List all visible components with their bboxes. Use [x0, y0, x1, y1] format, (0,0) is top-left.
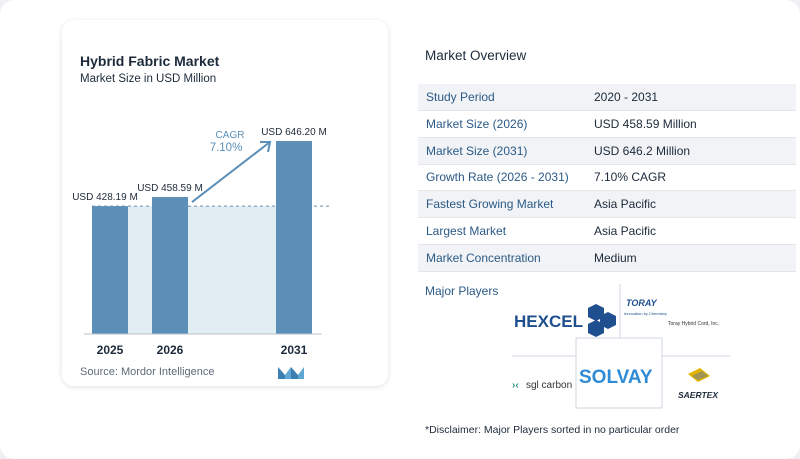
overview-row-label: Market Size (2026) [426, 116, 528, 131]
toray-tagline: Innovation by Chemistry [624, 311, 667, 316]
major-players-title: Major Players [425, 284, 499, 298]
hexcel-text: HEXCEL [514, 312, 583, 331]
cagr-value: 7.10% [210, 142, 243, 154]
toray-logo: TORAY Innovation by Chemistry [624, 298, 667, 316]
overview-row: Study Period 2020 - 2031 [418, 84, 796, 111]
overview-row-label: Study Period [426, 90, 495, 104]
tick-label-2031: 2031 [281, 343, 308, 357]
major-players-logos: HEXCEL TORAY Innovation by Chemistry Tor… [512, 284, 730, 409]
sgl-carbon-text: sgl carbon [526, 380, 572, 391]
bar-2025 [92, 206, 128, 334]
toray-text: TORAY [626, 298, 658, 308]
overview-row: Largest Market Asia Pacific [418, 218, 796, 245]
overview-row: Fastest Growing Market Asia Pacific [418, 191, 796, 219]
overview-row-value: Medium [594, 250, 637, 265]
data-label-2031: USD 646.20 M [261, 127, 327, 138]
overview-row-value: 7.10% CAGR [594, 170, 667, 185]
overview-row-value: USD 646.2 Million [594, 143, 691, 158]
overview-row-label: Market Concentration [426, 250, 541, 265]
sgl-carbon-logo: ›‹ sgl carbon [512, 380, 572, 391]
overview-row-label: Market Size (2031) [426, 143, 528, 158]
cagr-arrow-line [191, 141, 271, 203]
overview-row: Market Size (2031) USD 646.2 Million [418, 137, 796, 165]
solvay-logo: SOLVAY [579, 367, 653, 388]
cagr-arrow-head [260, 141, 272, 153]
overview-row: Market Size (2026) USD 458.59 Million [418, 111, 796, 138]
data-label-2026: USD 458.59 M [137, 183, 203, 194]
overview-row-value: Asia Pacific [594, 224, 657, 238]
chart-title: Hybrid Fabric Market [80, 53, 220, 69]
overview-row-label: Fastest Growing Market [426, 197, 554, 212]
cagr-label: CAGR [216, 130, 245, 141]
data-label-2025: USD 428.19 M [72, 192, 138, 203]
mordor-logo-icon [278, 367, 304, 379]
overview-row: Market Concentration Medium [418, 244, 796, 272]
toray-hybrid-cord-logo: Toray Hybrid Cord, Inc. [668, 321, 719, 327]
overview-row-value: 2020 - 2031 [594, 90, 659, 104]
bar-2031 [276, 141, 312, 334]
saertex-text: SAERTEX [678, 390, 719, 400]
source-note: Source: Mordor Intelligence [80, 366, 215, 378]
overview-row-label: Largest Market [426, 224, 507, 238]
tick-label-2025: 2025 [97, 343, 124, 357]
hexcel-logo: HEXCEL [514, 304, 616, 337]
overview-row: Growth Rate (2026 - 2031) 7.10% CAGR [418, 164, 796, 192]
chart-card: Hybrid Fabric Market Market Size in USD … [62, 20, 388, 386]
saertex-logo: SAERTEX [678, 368, 719, 400]
overview-row-value: USD 458.59 Million [594, 116, 697, 131]
svg-text:›‹: ›‹ [512, 380, 519, 391]
bar-2026 [152, 197, 188, 334]
overview-title: Market Overview [425, 48, 527, 63]
overview-row-value: Asia Pacific [594, 197, 657, 212]
disclaimer: *Disclaimer: Major Players sorted in no … [425, 424, 680, 436]
tick-label-2026: 2026 [157, 343, 184, 357]
chart-subtitle: Market Size in USD Million [80, 73, 217, 85]
overview-row-label: Growth Rate (2026 - 2031) [426, 170, 569, 185]
